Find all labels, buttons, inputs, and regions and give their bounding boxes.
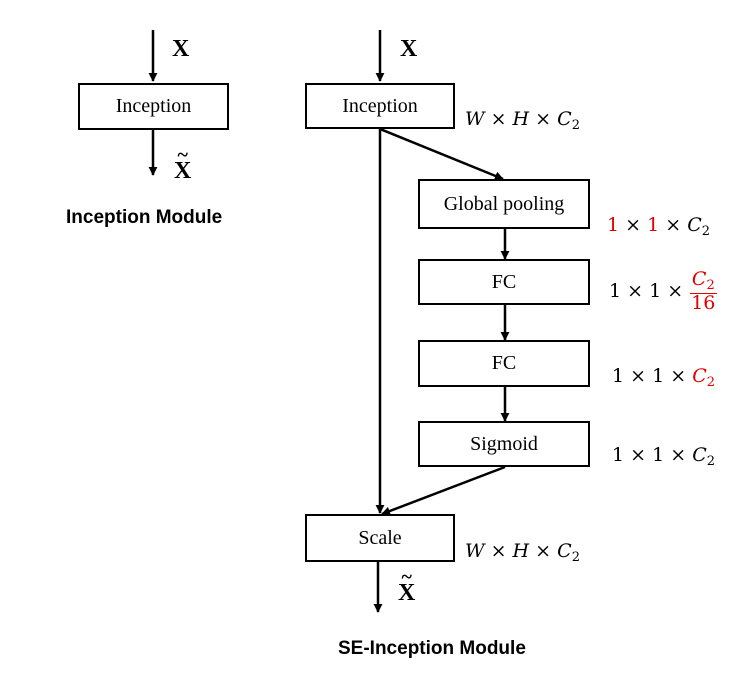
dim-sub: 2 [701, 224, 711, 239]
left-inception-box: Inception [78, 83, 229, 130]
dim-fraction: C2 16 [689, 268, 717, 314]
fc1-box: FC [418, 259, 590, 305]
dim-c: C [687, 214, 702, 236]
dim-sub: 2 [571, 118, 580, 133]
dim-sub: 2 [571, 550, 580, 565]
fc2-box: FC [418, 340, 590, 387]
inception-to-pooling-arrow [379, 127, 504, 181]
dim-sub: 2 [706, 278, 715, 293]
dim-times: × [627, 279, 644, 302]
dim-one: 1 [607, 214, 620, 236]
dim-times: × [667, 279, 684, 302]
dim-one: 1 [612, 444, 625, 466]
scale-box: Scale [305, 514, 455, 562]
tilde-mark: ~ [401, 566, 412, 588]
dim-times: × [535, 540, 552, 562]
dim-inception: W × H × C2 [465, 108, 580, 133]
dim-times: × [625, 214, 642, 236]
right-inception-box: Inception [305, 83, 455, 129]
dim-sub: 2 [706, 454, 716, 469]
dim-times: × [490, 540, 507, 562]
left-input-label: X [172, 36, 190, 62]
dim-fc2: 1 × 1 × C2 [612, 365, 715, 390]
dim-scale: W × H × C2 [465, 540, 580, 565]
dim-times: × [535, 108, 552, 130]
dim-c: C [692, 365, 707, 387]
dim-sub: 2 [706, 375, 716, 390]
dim-c: C [692, 444, 707, 466]
dim-one: 1 [612, 365, 625, 387]
sigmoid-to-scale-arrow [381, 465, 506, 516]
dim-one: 1 [652, 365, 665, 387]
tilde-mark: ~ [177, 144, 188, 166]
left-caption: Inception Module [66, 207, 223, 228]
dim-fc1: 1 × 1 × C2 16 [609, 268, 717, 314]
dim-times: × [630, 444, 647, 466]
right-input-label: X [400, 36, 418, 62]
sigmoid-box: Sigmoid [418, 421, 590, 467]
right-output-label: ~ X [398, 567, 416, 607]
dim-one: 1 [649, 279, 662, 302]
left-output-label: ~ X [174, 145, 192, 185]
dim-times: × [670, 365, 687, 387]
dim-h: H [512, 540, 530, 562]
dim-one: 1 [652, 444, 665, 466]
dim-c: C [557, 540, 572, 562]
right-output-x: X [398, 580, 416, 606]
dim-w: W [465, 540, 485, 562]
dim-times: × [630, 365, 647, 387]
dim-one: 1 [647, 214, 660, 236]
dim-sigmoid: 1 × 1 × C2 [612, 444, 715, 469]
dim-global-pooling: 1 × 1 × C2 [607, 214, 710, 239]
dim-denominator: 16 [691, 291, 716, 314]
dim-c: C [691, 268, 707, 290]
dim-h: H [512, 108, 530, 130]
dim-times: × [665, 214, 682, 236]
global-pooling-box: Global pooling [418, 179, 590, 229]
dim-times: × [670, 444, 687, 466]
dim-one: 1 [609, 279, 622, 302]
dim-c: C [557, 108, 572, 130]
right-caption: SE-Inception Module [338, 638, 526, 659]
dim-times: × [490, 108, 507, 130]
dim-w: W [465, 108, 485, 130]
left-output-x: X [174, 158, 192, 184]
